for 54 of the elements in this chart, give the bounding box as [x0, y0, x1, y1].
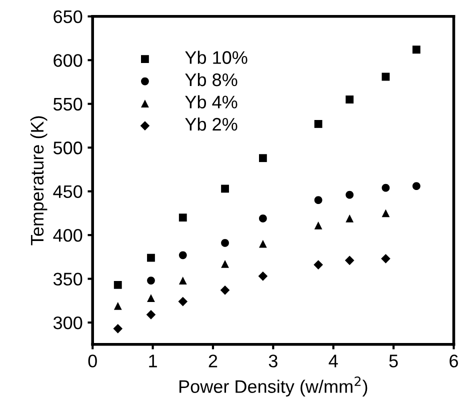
point: [147, 276, 155, 285]
point: [178, 276, 187, 285]
x-tick-label: 6: [450, 354, 458, 368]
point: [412, 46, 420, 54]
point: [146, 310, 156, 320]
y-tick-label: 500: [53, 142, 82, 154]
y-axis-title: Temperature (K): [30, 116, 48, 246]
y-tick-label: 300: [53, 316, 82, 330]
point: [221, 184, 229, 193]
x-tick-label: 2: [208, 354, 218, 368]
point: [344, 256, 354, 266]
y-tick-label: 650: [54, 10, 82, 24]
legend-label: Yb 4%: [185, 95, 238, 108]
y-tick-label: 550: [53, 98, 82, 111]
point: [178, 251, 187, 260]
point: [382, 72, 390, 81]
point: [147, 254, 155, 262]
y-tick-label: 600: [54, 54, 82, 67]
x-axis-title: Power Density (w/mm$^{2}$): [180, 376, 368, 397]
point: [114, 302, 122, 310]
point: [382, 209, 390, 218]
point: [221, 238, 229, 247]
point: [258, 154, 267, 162]
x-tick-label: 3: [268, 354, 278, 368]
legend-label: Yb 10%: [185, 50, 248, 64]
x-tick-label: 0: [88, 354, 97, 368]
point: [178, 214, 187, 222]
point: [220, 286, 230, 295]
x-tick-label: 1: [149, 354, 157, 368]
point: [412, 182, 420, 190]
point: [346, 190, 354, 199]
point: [113, 324, 123, 334]
y-tick-label: 350: [53, 272, 82, 286]
point: [178, 296, 188, 306]
point: [147, 294, 155, 302]
point: [114, 280, 122, 289]
point: [258, 272, 268, 281]
point: [314, 260, 323, 270]
point: [346, 96, 354, 104]
y-tick-label: 400: [53, 229, 82, 242]
point: [346, 214, 354, 222]
point: [258, 240, 267, 248]
legend-label: Yb 8%: [185, 72, 238, 86]
point: [314, 221, 322, 230]
point: [381, 254, 390, 264]
legend-label: Yb 2%: [185, 117, 238, 131]
point: [221, 260, 229, 268]
x-tick-label: 4: [328, 354, 338, 368]
point: [258, 214, 267, 222]
point: [382, 184, 390, 192]
y-tick-label: 450: [53, 185, 82, 198]
point: [314, 196, 322, 204]
point: [314, 120, 322, 128]
x-tick-label: 5: [389, 354, 398, 368]
